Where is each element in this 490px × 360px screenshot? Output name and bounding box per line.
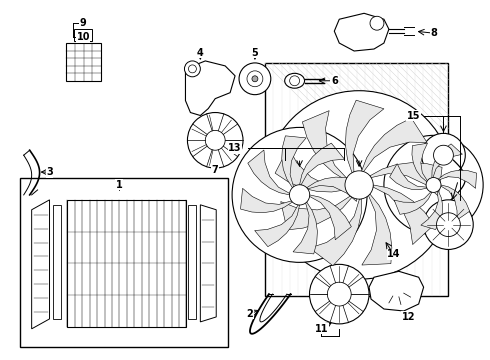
- Polygon shape: [370, 163, 442, 196]
- Text: 1: 1: [116, 180, 122, 190]
- Circle shape: [188, 113, 243, 168]
- Polygon shape: [185, 61, 235, 116]
- Text: 12: 12: [402, 312, 416, 322]
- Circle shape: [345, 171, 373, 199]
- Polygon shape: [299, 143, 344, 185]
- Text: 13: 13: [228, 143, 242, 153]
- Polygon shape: [302, 111, 347, 180]
- Text: 7: 7: [212, 165, 219, 175]
- Text: 8: 8: [430, 28, 437, 38]
- Polygon shape: [248, 150, 290, 195]
- Polygon shape: [282, 136, 306, 188]
- Polygon shape: [334, 13, 389, 51]
- Polygon shape: [362, 194, 392, 265]
- Circle shape: [265, 91, 453, 279]
- Circle shape: [384, 135, 483, 235]
- Bar: [53, 205, 61, 319]
- Text: 5: 5: [251, 48, 258, 58]
- Polygon shape: [293, 202, 318, 254]
- Circle shape: [426, 177, 441, 192]
- Bar: [265, 63, 448, 296]
- Circle shape: [310, 264, 369, 324]
- Text: 4: 4: [197, 48, 204, 58]
- Polygon shape: [390, 164, 427, 190]
- Text: 11: 11: [315, 324, 328, 334]
- Polygon shape: [432, 144, 463, 178]
- Text: 3: 3: [46, 167, 53, 177]
- Polygon shape: [255, 205, 299, 247]
- Polygon shape: [307, 177, 359, 202]
- Circle shape: [232, 127, 367, 262]
- Text: 10: 10: [76, 32, 90, 42]
- Polygon shape: [310, 195, 351, 240]
- Circle shape: [434, 145, 453, 165]
- Polygon shape: [438, 170, 477, 188]
- Circle shape: [290, 185, 310, 205]
- Circle shape: [184, 61, 200, 77]
- Ellipse shape: [285, 73, 305, 88]
- Polygon shape: [421, 191, 442, 230]
- Polygon shape: [369, 271, 424, 311]
- Polygon shape: [412, 143, 427, 182]
- Circle shape: [252, 76, 258, 82]
- Circle shape: [189, 65, 196, 73]
- Polygon shape: [362, 118, 427, 172]
- Circle shape: [239, 63, 271, 95]
- Bar: [68, 200, 187, 327]
- Polygon shape: [345, 100, 384, 173]
- Text: 6: 6: [331, 76, 338, 86]
- Circle shape: [205, 130, 225, 150]
- Polygon shape: [275, 147, 346, 192]
- Bar: [189, 205, 196, 319]
- Text: 14: 14: [387, 249, 401, 260]
- Polygon shape: [394, 192, 432, 214]
- Bar: [66, 43, 101, 81]
- Text: 15: 15: [407, 111, 420, 121]
- Bar: [77, 32, 89, 38]
- Polygon shape: [441, 185, 469, 220]
- Circle shape: [327, 282, 351, 306]
- Polygon shape: [241, 188, 293, 213]
- Polygon shape: [373, 185, 434, 244]
- Circle shape: [247, 71, 263, 87]
- Text: 2: 2: [246, 309, 253, 319]
- Bar: [74, 29, 92, 41]
- Circle shape: [370, 16, 384, 30]
- Circle shape: [421, 133, 465, 177]
- Polygon shape: [200, 205, 216, 322]
- Text: 9: 9: [80, 18, 87, 28]
- Circle shape: [424, 200, 473, 249]
- Circle shape: [437, 213, 460, 237]
- Bar: [20, 178, 228, 347]
- Polygon shape: [32, 200, 49, 329]
- Polygon shape: [281, 196, 352, 230]
- Polygon shape: [310, 199, 362, 266]
- Circle shape: [290, 76, 299, 86]
